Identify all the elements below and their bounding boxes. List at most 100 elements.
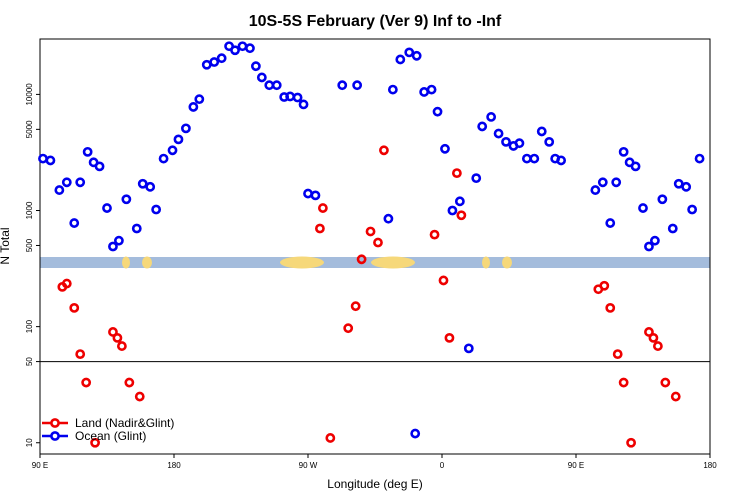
x-tick-label: 90 E xyxy=(568,461,584,470)
ocean-point xyxy=(477,121,488,132)
land-point xyxy=(438,275,449,286)
land-point xyxy=(112,332,123,343)
land-point xyxy=(605,302,616,313)
ocean-point xyxy=(158,153,169,164)
ocean-point xyxy=(410,428,421,439)
land-point xyxy=(599,280,610,291)
ocean-point xyxy=(471,173,482,184)
ocean-point xyxy=(650,235,660,246)
ocean-point xyxy=(352,80,363,91)
ocean-point xyxy=(383,213,394,224)
y-tick-label: 50 xyxy=(25,357,34,366)
land-point xyxy=(343,323,354,334)
y-tick-label: 10 xyxy=(25,438,34,447)
land-point xyxy=(75,349,86,360)
ocean-point xyxy=(237,41,248,52)
land-point xyxy=(652,341,663,351)
land-point xyxy=(644,327,654,337)
x-tick-label: 180 xyxy=(703,461,717,470)
ocean-point xyxy=(404,47,415,58)
ocean-point xyxy=(310,190,321,201)
ocean-point xyxy=(440,143,450,154)
y-tick-label: 500 xyxy=(25,238,34,252)
ocean-point xyxy=(411,50,422,61)
map-strip-land xyxy=(122,256,512,269)
data-points xyxy=(38,41,705,448)
map-strip xyxy=(40,256,710,269)
land-point xyxy=(108,327,118,337)
ocean-point xyxy=(38,153,48,164)
ocean-point xyxy=(298,99,309,110)
ocean-point xyxy=(264,80,275,91)
land-point xyxy=(365,226,376,237)
land-point xyxy=(116,341,127,351)
land-point xyxy=(456,210,467,221)
ocean-point xyxy=(687,204,698,215)
ocean-point xyxy=(82,146,93,157)
y-axis-label: N Total xyxy=(0,227,12,264)
ocean-point xyxy=(69,218,80,228)
ocean-point xyxy=(201,59,212,70)
ocean-point xyxy=(630,161,641,172)
ocean-point xyxy=(292,92,303,103)
x-tick-label: 180 xyxy=(167,461,181,470)
ocean-point xyxy=(209,57,220,67)
land-patch xyxy=(502,256,512,269)
ocean-point xyxy=(54,185,65,195)
land-point xyxy=(90,437,100,448)
land-patch xyxy=(371,256,415,269)
ocean-point xyxy=(454,196,465,207)
ocean-point xyxy=(501,136,511,147)
legend-entry: Land (Nadir&Glint) xyxy=(42,416,174,430)
x-tick-label: 90 W xyxy=(299,461,318,470)
land-patch xyxy=(122,256,130,269)
ocean-series xyxy=(38,41,705,439)
chart-title: 10S-5S February (Ver 9) Inf to -Inf xyxy=(249,13,502,30)
y-tick-label: 1000 xyxy=(25,201,34,219)
land-point xyxy=(618,377,629,388)
land-point xyxy=(315,223,325,234)
land-point xyxy=(134,391,145,402)
legend-marker xyxy=(50,418,60,428)
land-patch xyxy=(142,256,152,269)
ocean-point xyxy=(285,91,296,102)
legend-marker xyxy=(50,431,60,441)
ocean-point xyxy=(544,136,555,147)
ocean-point xyxy=(611,177,622,188)
ocean-point xyxy=(597,177,608,188)
ocean-point xyxy=(426,84,437,95)
ocean-point xyxy=(45,155,56,166)
ocean-point xyxy=(173,134,184,145)
ocean-point xyxy=(102,203,112,213)
ocean-point xyxy=(419,87,430,97)
land-point xyxy=(317,203,328,213)
land-point xyxy=(350,301,361,312)
ocean-point xyxy=(387,84,398,95)
y-tick-label: 10000 xyxy=(25,83,34,106)
ocean-point xyxy=(145,181,156,192)
ocean-point xyxy=(618,146,629,157)
ocean-point xyxy=(681,181,692,192)
land-point xyxy=(61,278,72,289)
ocean-point xyxy=(121,194,132,205)
ocean-point xyxy=(167,145,178,156)
land-point xyxy=(660,377,671,388)
ocean-point xyxy=(131,223,142,234)
ocean-point xyxy=(271,80,282,91)
ocean-point xyxy=(638,203,648,213)
ocean-point xyxy=(188,102,199,112)
legend: Land (Nadir&Glint)Ocean (Glint) xyxy=(42,416,174,443)
y-axis: 10 50 100 500 1000 5000 10000 xyxy=(25,83,40,447)
ocean-point xyxy=(644,241,654,252)
legend-label: Ocean (Glint) xyxy=(75,429,146,443)
land-point xyxy=(356,254,367,265)
ocean-point xyxy=(108,241,118,252)
ocean-point xyxy=(493,128,504,139)
ocean-point xyxy=(694,153,705,164)
ocean-point xyxy=(230,45,240,56)
ocean-point xyxy=(486,112,497,122)
ocean-point xyxy=(114,235,124,246)
land-point xyxy=(379,145,389,156)
ocean-point xyxy=(194,94,205,105)
ocean-point xyxy=(61,177,72,188)
